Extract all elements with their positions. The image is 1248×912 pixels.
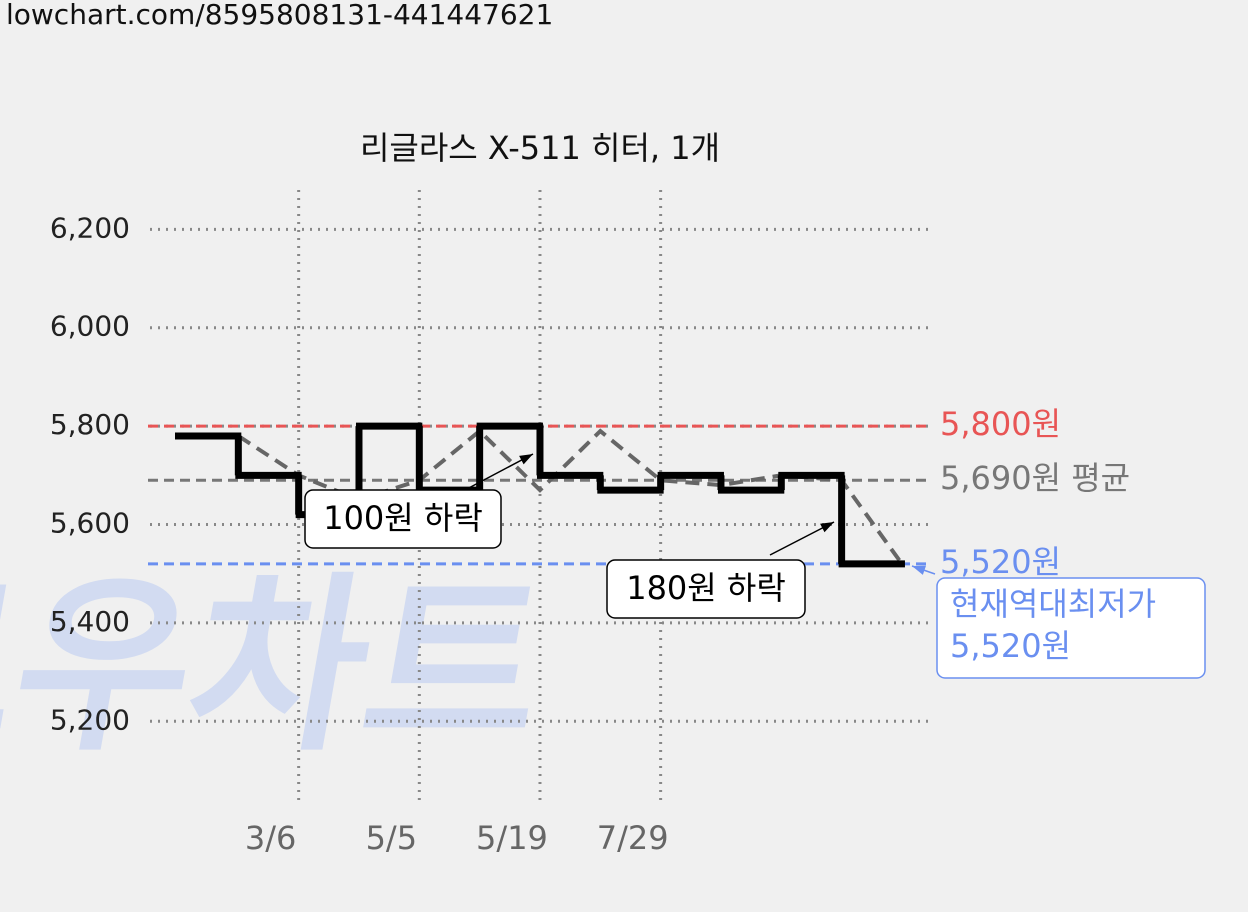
chart-title: 리글라스 X-511 히터, 1개 — [360, 129, 720, 167]
watermark: 로우차트 — [0, 556, 562, 777]
y-tick-label: 6,000 — [50, 310, 130, 343]
annotation-text: 5,520원 — [950, 627, 1071, 665]
annotation-text: 180원 하락 — [626, 569, 786, 607]
y-tick-label: 6,200 — [50, 211, 130, 244]
reference-label: 5,690원 평균 — [940, 459, 1130, 497]
annotation-text: 현재역대최저가 — [950, 585, 1156, 623]
y-tick-label: 5,200 — [50, 703, 130, 736]
annotation-box — [606, 559, 806, 619]
x-tick-label: 5/5 — [366, 819, 418, 857]
arrow-head — [820, 522, 834, 533]
annotation-box — [936, 577, 1206, 679]
y-tick-label: 5,800 — [50, 408, 130, 441]
y-tick-label: 5,600 — [50, 507, 130, 540]
reference-label: 5,520원 — [940, 543, 1061, 581]
arrow-head — [912, 565, 926, 575]
trend-line — [237, 428, 904, 566]
x-tick-label: 7/29 — [597, 819, 669, 857]
source-url: lowchart.com/8595808131-441447621 — [6, 0, 553, 31]
annotation-box — [304, 489, 502, 549]
arrow-head — [519, 454, 533, 465]
x-tick-label: 5/19 — [476, 819, 548, 857]
annotation-text: 100원 하락 — [323, 499, 483, 537]
reference-label: 5,800원 — [940, 405, 1061, 443]
y-tick-label: 5,400 — [50, 605, 130, 638]
x-tick-label: 3/6 — [245, 819, 297, 857]
